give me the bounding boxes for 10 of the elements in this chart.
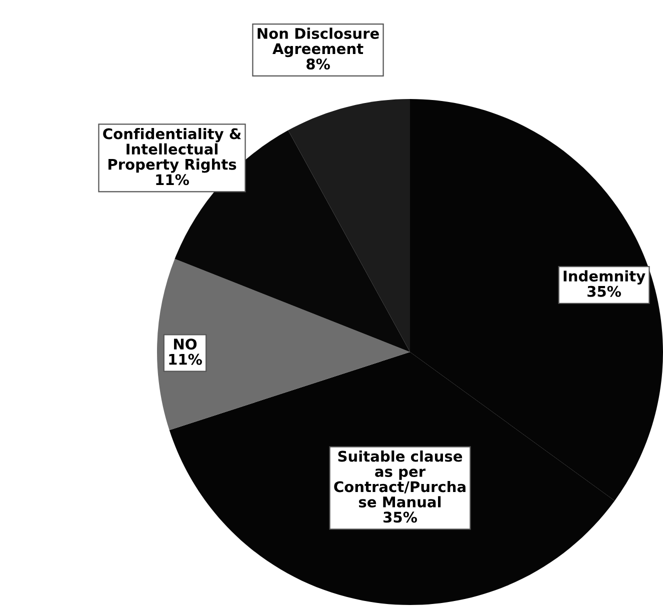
data-label: 8% xyxy=(306,58,330,70)
slice-label: Confidentiality & Intellectual Property Rights xyxy=(103,128,242,173)
data-label: 35% xyxy=(588,286,621,297)
slice-label: Indemnity xyxy=(564,270,646,285)
slice-label: NO xyxy=(174,338,197,350)
slice-label: Suitable clause as per Contract/Purcha se Manual xyxy=(334,450,466,508)
slice-label: Non Disclosure Agreement xyxy=(258,28,379,58)
data-label: 11% xyxy=(156,174,189,186)
data-label: 11% xyxy=(169,354,202,365)
data-label: 35% xyxy=(384,512,417,523)
